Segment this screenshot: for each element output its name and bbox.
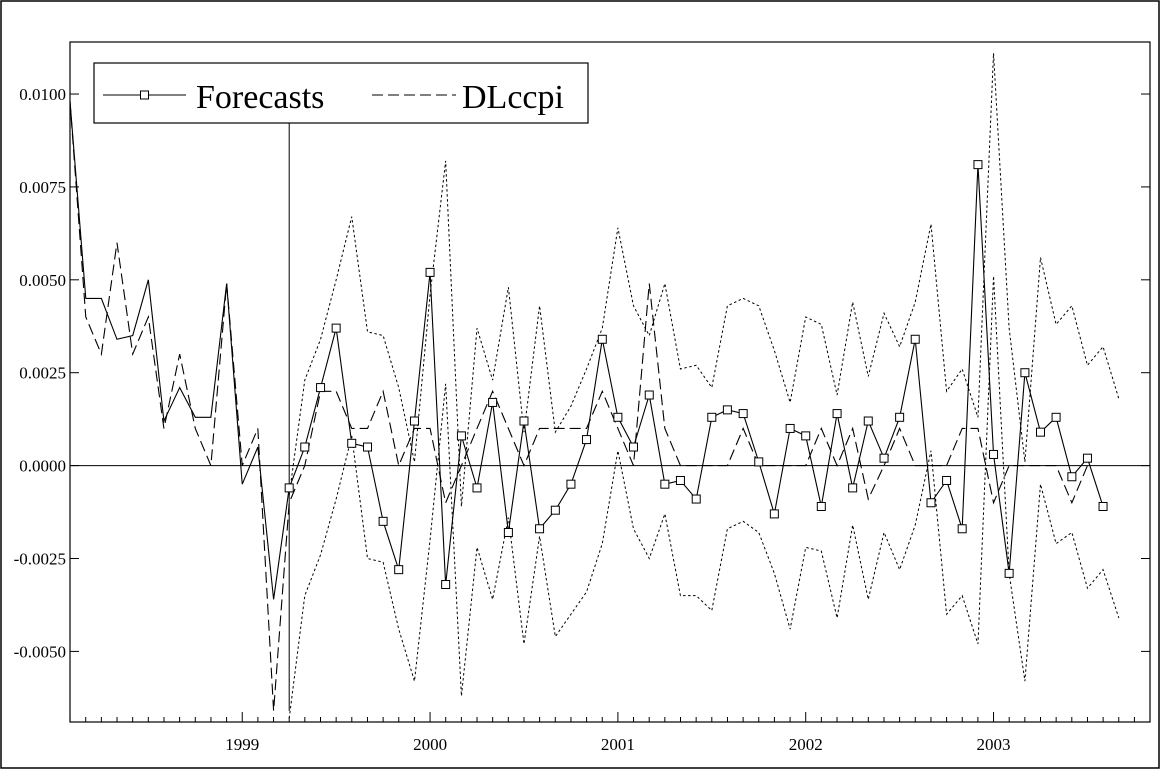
y-tick-label: 0.0075 (19, 178, 66, 197)
forecast-marker (456, 431, 466, 441)
forecast-marker (754, 457, 764, 467)
y-axis: 0.0100 0.0075 0.0050 0.0025 0.0000 -0.0025 -0.… (14, 85, 1150, 661)
forecast-marker (722, 405, 732, 415)
forecast-marker (519, 416, 529, 426)
forecast-marker (441, 580, 451, 590)
forecast-marker (926, 498, 936, 508)
y-tick-label: 0.0100 (19, 85, 66, 104)
forecast-marker (316, 383, 326, 393)
legend-forecasts-marker (140, 90, 149, 100)
forecast-marker (691, 494, 701, 504)
x-tick-label: 1999 (225, 735, 259, 754)
y-tick-label: 0.0025 (19, 364, 66, 383)
y-tick-label: -0.0025 (14, 550, 66, 569)
forecast-marker (660, 479, 670, 489)
x-tick-label: 2001 (601, 735, 635, 754)
forecast-marker (331, 323, 341, 333)
series-layer (69, 53, 1120, 719)
y-tick-label: -0.0050 (14, 642, 66, 661)
forecast-marker (409, 416, 419, 426)
legend-forecasts-label: Forecasts (196, 79, 324, 116)
legend: Forecasts DLccpi (93, 62, 589, 124)
forecast-marker (363, 442, 373, 452)
forecast-marker (910, 334, 920, 344)
forecast-marker (597, 334, 607, 344)
forecast-marker (613, 412, 623, 422)
forecast-marker (942, 475, 952, 485)
forecast-marker (832, 409, 842, 419)
y-tick-label: 0.0050 (19, 271, 66, 290)
forecast-marker (1035, 427, 1045, 437)
forecast-marker (378, 516, 388, 526)
forecast-marker (895, 412, 905, 422)
forecast-marker (738, 409, 748, 419)
forecast-marker (1004, 568, 1014, 578)
forecast-marker (989, 449, 999, 459)
x-tick-label: 2002 (789, 735, 823, 754)
forecast-marker (425, 267, 435, 277)
forecast-marker (1082, 453, 1092, 463)
forecast-marker (347, 438, 357, 448)
y-tick-label: 0.0000 (19, 457, 66, 476)
forecast-marker (816, 501, 826, 511)
forecast-marker (472, 483, 482, 493)
forecast-marker (644, 390, 654, 400)
forecast-marker (582, 435, 592, 445)
legend-dlccpi-label: DLccpi (462, 79, 564, 116)
forecast-marker (535, 524, 545, 534)
forecast-marker (848, 483, 858, 493)
forecast-marker (675, 475, 685, 485)
forecast-marker (707, 412, 717, 422)
x-tick-label: 2000 (413, 735, 447, 754)
series-dotted-upper-band (288, 53, 1120, 507)
forecast-marker (1067, 472, 1077, 482)
forecast-marker (488, 397, 498, 407)
forecast-marker (973, 160, 983, 170)
forecast-marker (550, 505, 560, 515)
plot-area (69, 41, 1151, 723)
forecast-marker (1098, 501, 1108, 511)
forecast-marker (503, 527, 513, 537)
series-dashed (69, 101, 1088, 711)
forecast-marker (957, 524, 967, 534)
legend-box (93, 62, 589, 124)
forecast-marker (394, 565, 404, 575)
forecast-marker (801, 431, 811, 441)
forecast-marker (1020, 368, 1030, 378)
forecast-marker (769, 509, 779, 519)
forecast-marker (785, 423, 795, 433)
forecast-marker (863, 416, 873, 426)
forecast-marker (879, 453, 889, 463)
forecast-marker (628, 442, 638, 452)
x-tick-label: 2003 (977, 735, 1011, 754)
forecast-marker (1051, 412, 1061, 422)
series-dotted-lower-band (288, 276, 1120, 719)
x-axis: 1999 2000 2001 2002 2003 (69, 712, 1135, 754)
forecast-marker (284, 483, 294, 493)
forecast-marker (300, 442, 310, 452)
forecast-marker (566, 479, 576, 489)
